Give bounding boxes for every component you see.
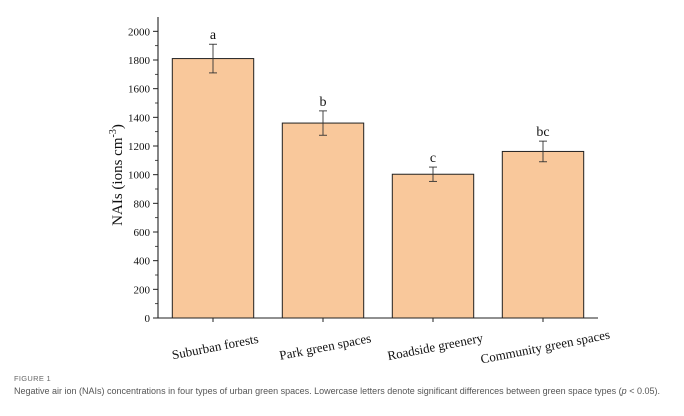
y-tick-label: 1000 <box>128 170 151 182</box>
caption-p-rest: < 0.05). <box>626 386 660 396</box>
error-bar-4 <box>539 140 547 163</box>
caption-p-symbol: p <box>621 386 627 396</box>
bar-1 <box>171 58 255 319</box>
x-tick-label: Roadside greenery <box>386 330 485 363</box>
caption-text: Negative air ion (NAIs) concentrations i… <box>14 386 622 396</box>
y-tick-label: 800 <box>134 198 151 210</box>
figure-caption: FIGURE 1 Negative air ion (NAIs) concent… <box>14 374 676 397</box>
bars-layer <box>171 58 585 319</box>
y-tick-label: 2000 <box>128 26 151 38</box>
significance-letter: b <box>320 95 327 110</box>
y-tick-label: 1600 <box>128 84 151 96</box>
bar-2 <box>281 122 365 319</box>
y-tick-label: 600 <box>134 227 151 239</box>
x-tick-labels-layer: Suburban forests Park green spaces Roadsid… <box>171 318 611 366</box>
y-axis-label: NAIs (ions cm-3) <box>108 124 126 226</box>
significance-letter: bc <box>536 125 549 140</box>
bar-3 <box>391 173 475 319</box>
x-tick-label: Suburban forests <box>171 331 260 362</box>
error-bar-3 <box>429 166 437 182</box>
y-ticks-layer: 0 200 400 600 800 1000 1200 1400 1600 1800 2000 <box>128 26 158 325</box>
x-tick-label: Community green spaces <box>479 327 611 367</box>
error-bar-2 <box>319 110 327 136</box>
significance-letter: c <box>430 151 436 166</box>
x-tick-label: Park green spaces <box>278 330 372 362</box>
y-tick-label: 400 <box>134 256 151 268</box>
y-tick-label: 1800 <box>128 55 151 67</box>
significance-letter: a <box>210 28 217 43</box>
y-tick-label: 1200 <box>128 141 151 153</box>
axes-layer <box>157 17 598 319</box>
figure-label: FIGURE 1 <box>14 374 51 383</box>
y-tick-label: 0 <box>145 313 151 325</box>
error-bar-1 <box>209 43 217 74</box>
y-tick-label: 1400 <box>128 112 151 124</box>
figure-caption-text: Negative air ion (NAIs) concentrations i… <box>14 386 676 397</box>
y-tick-label: 200 <box>134 284 151 296</box>
bar-4 <box>501 150 585 319</box>
error-bars-layer <box>209 43 547 182</box>
